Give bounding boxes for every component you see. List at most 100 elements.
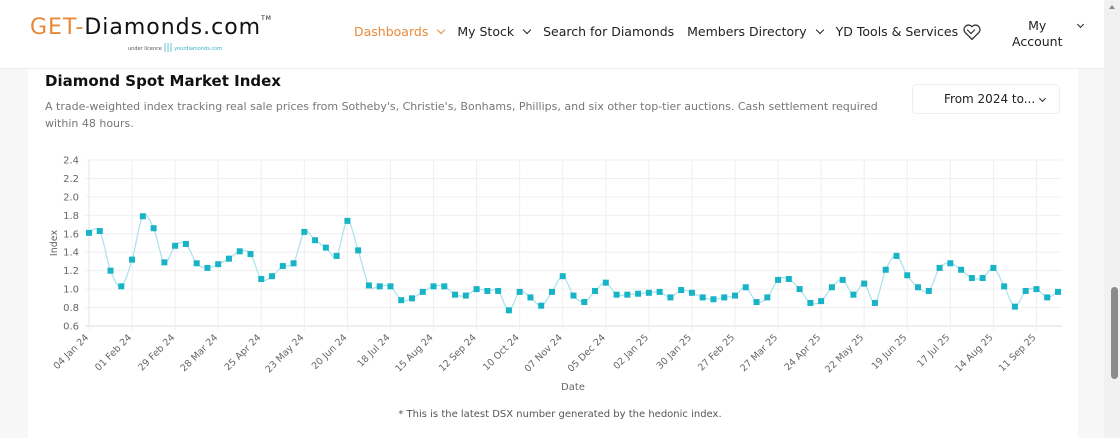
data-point <box>215 261 222 268</box>
data-point <box>538 302 545 309</box>
y-axis-title: Index <box>49 230 60 257</box>
data-point <box>333 252 340 259</box>
data-point <box>398 297 405 304</box>
data-point <box>129 256 136 263</box>
data-point <box>516 288 523 295</box>
y-tick-label: 1.2 <box>63 266 79 277</box>
scroll-up-arrow-icon[interactable] <box>1109 5 1115 9</box>
data-point <box>269 273 276 280</box>
data-point <box>958 266 965 273</box>
logo[interactable]: GET-Diamonds.comTM under licence ||| you… <box>30 15 272 53</box>
data-point <box>1044 294 1051 301</box>
x-tick-label: 07 Nov 24 <box>523 332 565 374</box>
data-point <box>559 273 566 280</box>
main-nav: Dashboards My Stock Search for Diamonds Mem… <box>354 24 987 39</box>
data-point <box>968 275 975 282</box>
data-point <box>861 280 868 287</box>
x-tick-label: 10 Oct 24 <box>481 332 522 373</box>
data-point <box>527 294 534 301</box>
nav-item-yd-tools-services[interactable]: YD Tools & Services <box>836 24 976 39</box>
data-point <box>904 272 911 279</box>
nav-item-members-directory[interactable]: Members Directory <box>687 24 824 39</box>
data-point <box>775 276 782 283</box>
x-tick-label: 15 Aug 24 <box>393 332 435 374</box>
nav-item-my-stock[interactable]: My Stock <box>457 24 532 39</box>
data-point <box>947 260 954 267</box>
data-point <box>592 287 599 294</box>
x-tick-label: 25 Apr 24 <box>223 332 264 373</box>
data-point <box>688 289 695 296</box>
my-account-menu[interactable]: My Account <box>1012 18 1085 50</box>
data-point <box>602 279 609 286</box>
data-point <box>1001 283 1008 290</box>
data-point <box>312 237 319 244</box>
data-point <box>344 217 351 224</box>
data-point <box>742 284 749 291</box>
x-tick-label: 20 Jun 24 <box>310 332 350 372</box>
data-point <box>570 292 577 299</box>
data-point <box>753 299 760 306</box>
x-tick-label: 17 Jul 25 <box>915 332 952 369</box>
data-point <box>430 283 437 290</box>
data-point <box>322 244 329 251</box>
data-point <box>548 288 555 295</box>
nav-item-dashboards[interactable]: Dashboards <box>354 24 446 39</box>
data-point <box>656 288 663 295</box>
x-tick-label: 14 Aug 25 <box>953 332 995 374</box>
y-tick-label: 1.8 <box>63 211 79 222</box>
x-axis-title: Date <box>561 382 585 393</box>
data-point <box>96 228 103 235</box>
index-line-chart: 0.60.81.01.21.41.61.82.02.22.404 Jan 24 0… <box>49 156 1062 393</box>
data-point <box>850 291 857 298</box>
data-point <box>419 288 426 295</box>
data-point <box>258 275 265 282</box>
heart-icon[interactable] <box>962 23 982 45</box>
x-tick-label: 11 Sep 25 <box>997 332 1039 374</box>
card-description: A trade-weighted index tracking real sal… <box>45 100 878 130</box>
data-point <box>721 294 728 301</box>
data-point <box>828 284 835 291</box>
data-point <box>1033 286 1040 293</box>
card-title: Diamond Spot Market Index <box>45 72 281 90</box>
data-point <box>990 264 997 271</box>
data-point <box>871 299 878 306</box>
x-tick-label: 19 Jun 25 <box>870 332 910 372</box>
y-tick-label: 0.6 <box>63 322 79 333</box>
data-point <box>441 283 448 290</box>
data-point <box>678 287 685 294</box>
x-tick-label: 12 Sep 24 <box>437 332 479 374</box>
scrollbar[interactable] <box>1104 0 1120 438</box>
data-point <box>818 298 825 305</box>
x-tick-label: 18 Jul 24 <box>355 332 392 369</box>
data-point <box>301 228 308 235</box>
data-point <box>613 291 620 298</box>
data-point <box>182 240 189 247</box>
data-point <box>1011 303 1018 310</box>
x-tick-label: 30 Jan 25 <box>655 332 695 372</box>
data-point <box>915 284 922 291</box>
data-point <box>1055 288 1061 295</box>
y-tick-label: 2.2 <box>63 174 79 185</box>
data-point <box>645 289 652 296</box>
index-card: Diamond Spot Market Index A trade-weight… <box>28 69 1078 438</box>
nav-item-search-for-diamonds[interactable]: Search for Diamonds <box>543 24 675 39</box>
data-point <box>925 287 932 294</box>
data-point <box>882 266 889 273</box>
chart-footnote: * This is the latest DSX number generate… <box>398 409 722 420</box>
scrollbar-thumb[interactable] <box>1111 287 1118 379</box>
data-point <box>581 299 588 306</box>
data-point <box>495 287 502 294</box>
data-point <box>1022 287 1029 294</box>
y-tick-label: 1.4 <box>63 248 79 259</box>
data-point <box>387 283 394 290</box>
data-point <box>839 276 846 283</box>
data-point <box>785 275 792 282</box>
data-point <box>699 294 706 301</box>
data-point <box>161 259 168 266</box>
data-point <box>979 275 986 282</box>
data-point <box>796 286 803 293</box>
y-tick-label: 1.6 <box>63 229 79 240</box>
y-tick-label: 1.0 <box>63 285 79 296</box>
date-range-select[interactable]: From 2024 to... <box>912 84 1060 114</box>
x-tick-label: 04 Jan 24 <box>52 332 92 372</box>
